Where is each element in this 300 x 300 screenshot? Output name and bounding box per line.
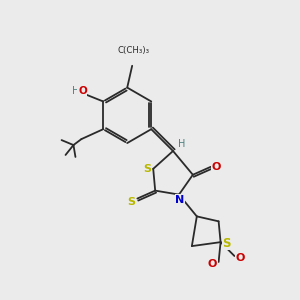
Text: H: H — [72, 85, 79, 96]
Text: S: S — [128, 196, 135, 206]
Text: O: O — [208, 259, 218, 269]
Text: O: O — [78, 85, 87, 96]
Text: H: H — [178, 139, 186, 149]
Text: O: O — [212, 162, 221, 172]
Text: S: S — [222, 237, 231, 250]
Text: S: S — [143, 164, 151, 174]
Text: N: N — [175, 194, 184, 205]
Text: C(CH₃)₃: C(CH₃)₃ — [117, 46, 149, 56]
Text: O: O — [236, 253, 245, 263]
